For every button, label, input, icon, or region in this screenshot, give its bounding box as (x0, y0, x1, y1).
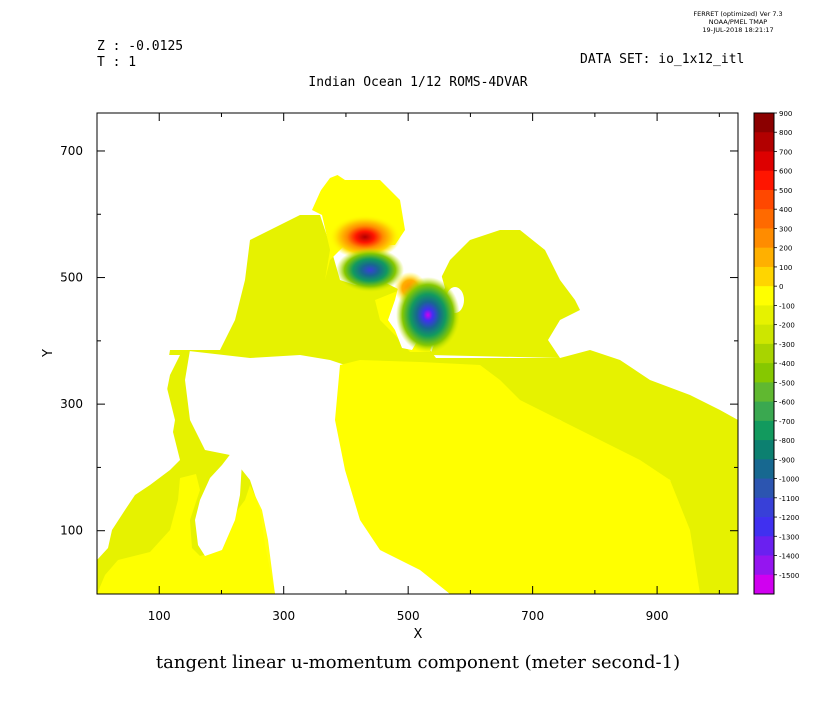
colorbar-label: -1200 (779, 514, 799, 522)
colorbar-label: -1500 (779, 572, 799, 580)
y-axis-label: Y (41, 349, 56, 358)
ferret-line-3: 19-JUL-2018 18:21:17 (702, 26, 773, 34)
yellow-tongue (335, 360, 700, 594)
t-label: T : 1 (97, 55, 136, 70)
plot-frame (96, 112, 739, 595)
colorbar-label: 100 (779, 264, 792, 272)
colorbar-swatch (754, 189, 774, 210)
colorbar-label: -1300 (779, 533, 799, 541)
colorbar-frame (753, 112, 775, 595)
y-tick-label: 300 (60, 397, 83, 411)
x-tick-label: 700 (521, 609, 544, 623)
colorbar-label: -1100 (779, 495, 799, 503)
anomaly-positive-north (329, 215, 401, 259)
ferret-line-2: NOAA/PMEL TMAP (709, 18, 767, 26)
ferret-line-1: FERRET (optimized) Ver 7.3 (693, 10, 782, 18)
colorbar-swatch (754, 228, 774, 249)
colorbar-label: 800 (779, 129, 792, 137)
colorbar-swatch (754, 286, 774, 306)
chart-title: tangent linear u-momentum component (met… (156, 652, 680, 673)
x-tick-label: 300 (272, 609, 295, 623)
land-arabia (97, 113, 540, 268)
colorbar-swatch (754, 247, 774, 268)
colorbar-swatch (754, 305, 774, 326)
colorbar-label: 400 (779, 206, 792, 214)
colorbar-swatch (754, 497, 774, 518)
y-tick-label: 100 (60, 524, 83, 538)
colorbar-swatch (754, 132, 774, 152)
colorbar-label: 900 (779, 110, 792, 118)
colorbar-label: -1400 (779, 553, 799, 561)
land-madagascar (195, 452, 242, 556)
y-tick-label: 500 (60, 271, 83, 285)
colorbar-label: 300 (779, 225, 792, 233)
colorbar-swatch (754, 574, 774, 595)
colorbar-label: 700 (779, 148, 792, 156)
colorbar-swatch (754, 170, 774, 191)
axes: 100 300 500 700 900 100 300 500 700 (60, 113, 738, 623)
anomaly-negative-south (396, 277, 460, 353)
colorbar-swatch (754, 517, 774, 537)
colorbar-swatch (754, 420, 774, 441)
colorbar-swatch (754, 266, 774, 287)
colorbar-label: -200 (779, 322, 795, 330)
colorbar-label: 0 (779, 283, 783, 291)
colorbar: 900 800 700 600 500 400 300 200 100 0 -100 -200 -300… (753, 110, 799, 595)
anomaly-negative-north (336, 248, 404, 292)
colorbar-swatch (754, 478, 774, 499)
x-axis-label: X (414, 627, 423, 642)
colorbar-swatch (754, 113, 774, 133)
colorbar-swatch (754, 401, 774, 422)
colorbar-label: -100 (779, 302, 795, 310)
colorbar-swatch (754, 209, 774, 229)
colorbar-label: -800 (779, 437, 795, 445)
colorbar-label: 500 (779, 187, 792, 195)
y-tick-label: 700 (60, 144, 83, 158)
colorbar-label: -900 (779, 456, 795, 464)
colorbar-label: 600 (779, 168, 792, 176)
colorbar-swatch (754, 536, 774, 556)
colorbar-swatch (754, 440, 774, 460)
colorbar-label: -500 (779, 379, 795, 387)
x-tick-label: 500 (397, 609, 420, 623)
colorbar-label: -600 (779, 399, 795, 407)
z-label: Z : -0.0125 (97, 39, 183, 54)
colorbar-label: -300 (779, 341, 795, 349)
colorbar-label: -700 (779, 418, 795, 426)
colorbar-label: -1000 (779, 476, 799, 484)
x-tick-label: 900 (646, 609, 669, 623)
colorbar-label: 200 (779, 245, 792, 253)
colorbar-swatch (754, 382, 774, 402)
colorbar-label: -400 (779, 360, 795, 368)
colorbar-swatch (754, 324, 774, 345)
map-field (97, 113, 738, 594)
plot-subtitle: Indian Ocean 1/12 ROMS-4DVAR (308, 75, 527, 90)
dataset-label: DATA SET: io_1x12_itl (580, 52, 744, 67)
x-tick-label: 100 (148, 609, 171, 623)
colorbar-swatch (754, 343, 774, 364)
land-southeast-asia (470, 113, 738, 415)
colorbar-swatch (754, 363, 774, 383)
colorbar-swatch (754, 459, 774, 479)
colorbar-swatch (754, 151, 774, 172)
colorbar-swatch (754, 555, 774, 576)
